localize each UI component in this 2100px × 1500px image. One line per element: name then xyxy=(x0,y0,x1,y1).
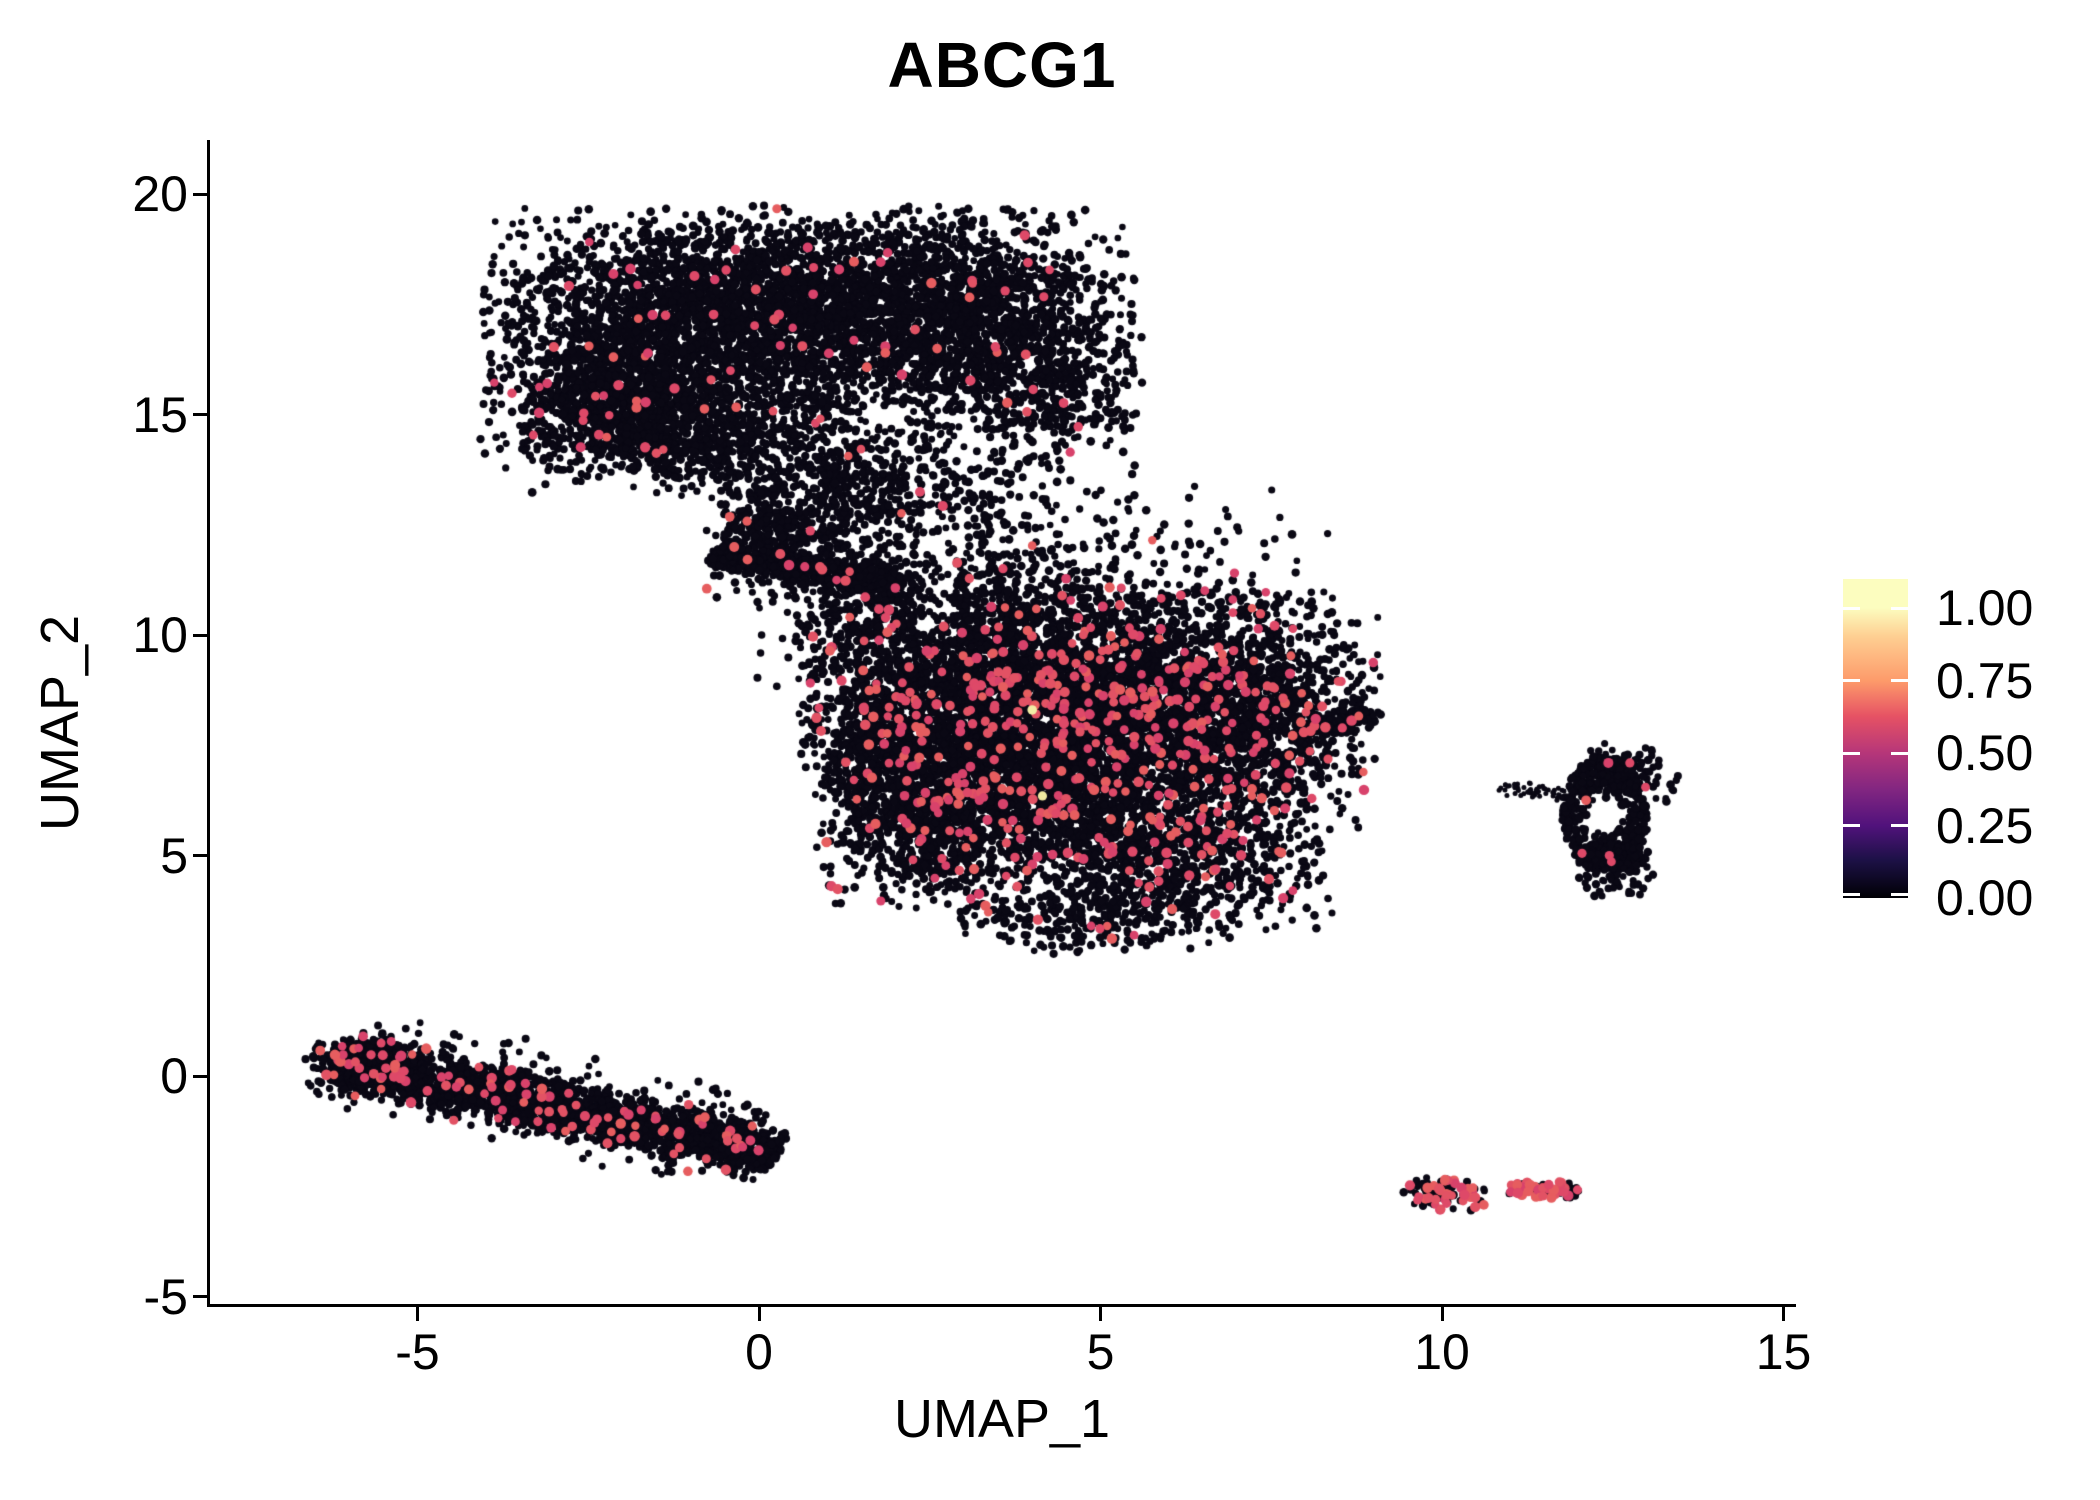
legend-tick-label: 0.75 xyxy=(1936,652,2034,709)
legend-tick-mark xyxy=(1843,679,1860,682)
x-tick-label: -5 xyxy=(395,1324,440,1380)
legend-tick-mark xyxy=(1843,606,1860,610)
legend-tick-mark xyxy=(1891,751,1908,755)
x-axis-title: UMAP_1 xyxy=(893,1389,1111,1449)
legend-tick-mark xyxy=(1843,824,1860,827)
y-axis-line xyxy=(207,140,210,1306)
y-tick-label: 20 xyxy=(132,166,188,222)
x-axis-line xyxy=(207,1304,1796,1307)
legend-tick-mark xyxy=(1843,892,1860,896)
x-tick-mark xyxy=(1782,1307,1785,1321)
legend-tick-mark xyxy=(1843,751,1860,755)
y-axis-title: UMAP_2 xyxy=(30,614,90,832)
y-tick-label: -5 xyxy=(143,1268,188,1325)
legend-tick-mark xyxy=(1891,892,1908,896)
legend-colorbar xyxy=(1843,579,1908,898)
y-tick-label: 10 xyxy=(132,607,188,663)
legend-tick-mark xyxy=(1891,679,1908,682)
legend-tick-label: 0.00 xyxy=(1936,870,2034,926)
chart-title: ABCG1 xyxy=(887,29,1117,101)
y-tick-mark xyxy=(193,413,207,416)
x-tick-label: 0 xyxy=(745,1324,773,1380)
x-tick-label: 10 xyxy=(1414,1324,1470,1380)
y-tick-label: 15 xyxy=(132,386,188,443)
x-tick-mark xyxy=(1099,1307,1102,1321)
y-tick-mark xyxy=(193,854,207,857)
y-tick-mark xyxy=(193,633,207,637)
legend-tick-label: 1.00 xyxy=(1936,580,2034,636)
x-tick-mark xyxy=(416,1307,419,1321)
legend-tick-mark xyxy=(1891,824,1908,827)
legend-tick-label: 0.50 xyxy=(1936,725,2034,781)
legend-tick-mark xyxy=(1891,606,1908,610)
y-tick-mark xyxy=(193,1074,207,1078)
x-tick-mark xyxy=(1440,1307,1444,1321)
x-tick-label: 5 xyxy=(1086,1324,1115,1380)
y-tick-label: 0 xyxy=(160,1048,188,1104)
x-tick-mark xyxy=(757,1307,761,1321)
y-tick-mark xyxy=(193,192,207,196)
y-tick-mark xyxy=(193,1295,207,1298)
y-tick-label: 5 xyxy=(160,827,188,884)
legend-tick-label: 0.25 xyxy=(1936,797,2034,854)
x-tick-label: 15 xyxy=(1755,1324,1812,1380)
